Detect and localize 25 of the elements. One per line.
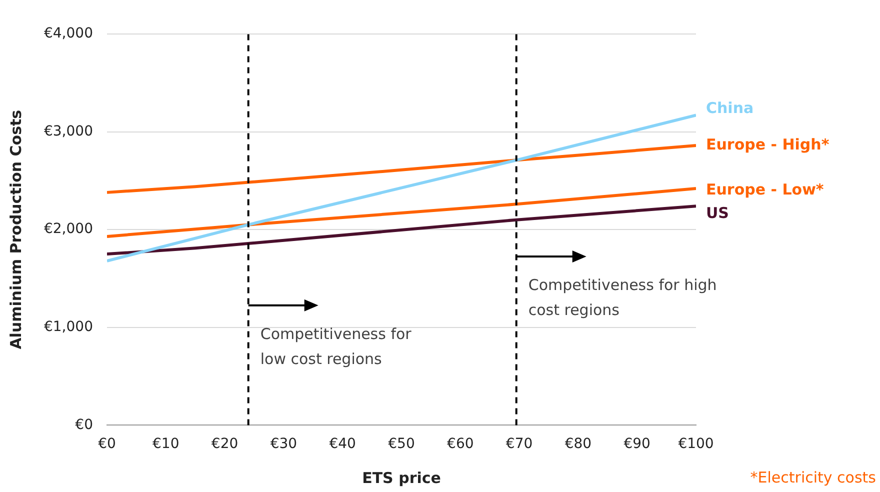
y-tick-label: €0 [75, 416, 93, 433]
x-tick-label: €90 [624, 436, 650, 452]
x-tick-label: €40 [329, 436, 356, 452]
x-tick-label: €50 [388, 436, 415, 452]
x-tick-label: €30 [270, 436, 298, 452]
text: *Electricity costs [750, 468, 876, 486]
series-label: US [706, 204, 729, 222]
x-tick-label: €10 [152, 436, 180, 452]
x-tick-label: €60 [447, 436, 474, 452]
annotation: Competitiveness for high cost regions [528, 276, 717, 319]
series-label: Europe - Low* [706, 180, 824, 198]
x-tick-label: €100 [678, 436, 714, 452]
x-tick-label: €80 [564, 436, 592, 452]
y-tick-label: €3,000 [44, 123, 93, 140]
y-tick-label: €2,000 [44, 221, 93, 238]
x-axis-title: ETS price [362, 468, 441, 487]
y-tick-label: €1,000 [44, 319, 93, 336]
y-axis-title: Aluminium Production Costs [6, 110, 25, 350]
x-tick-label: €70 [506, 436, 533, 452]
x-tick-label: €0 [98, 436, 116, 452]
series-label: Europe - High* [706, 135, 830, 154]
y-tick-label: €4,000 [44, 26, 93, 42]
x-tick-label: €20 [211, 436, 238, 452]
annotation: Competitiveness for low cost regions [260, 324, 412, 368]
series-label: China [706, 99, 754, 118]
